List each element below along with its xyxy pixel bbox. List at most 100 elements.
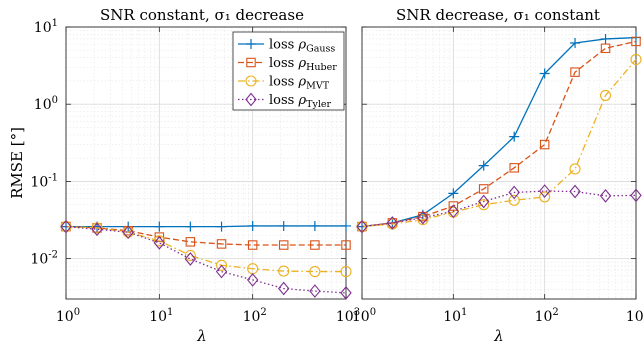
data-point [478,160,489,171]
left-x-tick-label: 103 [336,307,360,325]
left-minor-grid [66,27,346,299]
series-line [361,190,637,228]
left-plot-area: 100 101 102 103 10-2 10-1 100 101 [30,18,360,325]
data-point [309,284,321,298]
legend-label: loss ρGauss [269,38,335,55]
left-chart-title: SNR constant, σ₁ decrease [100,6,304,24]
right-axes-frame [361,26,637,300]
data-point [247,220,258,231]
right-plot-area: 100 101 102 103 [352,26,644,325]
right-x-tick-label: 101 [443,307,467,325]
left-x-axis-label: λ [196,327,207,345]
data-point [185,237,196,247]
data-point [60,219,72,234]
series-line [361,59,637,228]
series-line [65,225,346,273]
legend-entry-mvt: loss ρMVT [238,75,330,92]
data-point [386,216,399,230]
data-point [600,43,611,54]
left-x-tick-label: 102 [243,307,267,325]
legend-marker [245,92,257,107]
y-tick-label: 100 [34,95,58,113]
right-x-tick-label: 102 [535,307,559,325]
data-point [309,266,321,278]
right-series-tyler [356,184,642,234]
right-minor-grid [362,27,636,299]
right-major-grid [362,27,636,299]
right-series-gauss [357,32,641,232]
data-point [539,191,551,203]
legend-marker [246,39,256,49]
data-point [570,38,581,49]
left-axes-frame [65,26,347,300]
left-ticks [65,26,347,299]
data-point [341,220,351,231]
data-point [417,214,429,226]
data-point [154,221,165,232]
data-point [509,131,520,142]
data-point [153,236,166,250]
legend-entry-tyler: loss ρTyler [238,92,331,110]
legend-entry-gauss: loss ρGauss [238,38,335,55]
data-point [184,249,196,261]
legend-marker [245,75,257,87]
series-line [361,36,637,228]
data-point [184,252,197,266]
legend-label: loss ρHuber [269,56,337,73]
data-point [215,259,228,271]
data-point [278,265,290,277]
y-tick-label: 10-2 [30,250,58,268]
right-x-tick-label: 103 [626,307,644,325]
data-point [539,139,550,150]
y-axis-label: RMSE [°] [8,127,26,199]
data-point [509,163,519,173]
y-tick-label: 10-1 [30,172,58,190]
data-point [153,235,165,247]
legend-label: loss ρMVT [269,75,330,92]
series-line [65,225,346,246]
left-x-tick-label: 100 [56,307,80,325]
legend-marker [246,57,256,68]
left-series-gauss [61,220,351,232]
data-point [278,220,289,231]
left-series-mvt [60,221,352,278]
data-point [538,184,551,198]
data-point [340,286,352,300]
data-point [341,240,351,250]
data-point [310,240,320,250]
legend-label: loss ρTyler [269,93,331,110]
data-point [599,89,612,101]
left-series-tyler [60,219,352,300]
data-point [599,189,612,203]
right-x-tick-label: 100 [352,307,376,325]
data-point [216,221,227,232]
data-point [216,239,227,249]
left-x-tick-label: 101 [149,307,173,325]
data-point [417,210,429,225]
data-point [340,266,352,278]
data-point [477,194,490,209]
right-series-huber [357,36,641,232]
data-point [569,184,581,199]
y-tick-label: 101 [34,18,58,36]
legend-entry-huber: loss ρHuber [238,56,337,73]
data-point [630,53,642,65]
data-point [356,219,368,234]
data-point [448,188,459,199]
data-point [508,185,520,200]
series-line [65,225,347,294]
right-chart-title: SNR decrease, σ₁ constant [396,6,600,24]
data-point [91,222,103,237]
data-point [154,232,165,242]
data-point [569,163,581,175]
data-point [570,67,580,77]
data-point [630,188,642,203]
data-point [631,36,641,47]
data-point [277,281,290,296]
data-point [247,240,258,250]
data-point [478,184,489,194]
right-series-mvt [356,53,642,233]
data-point [448,201,459,211]
